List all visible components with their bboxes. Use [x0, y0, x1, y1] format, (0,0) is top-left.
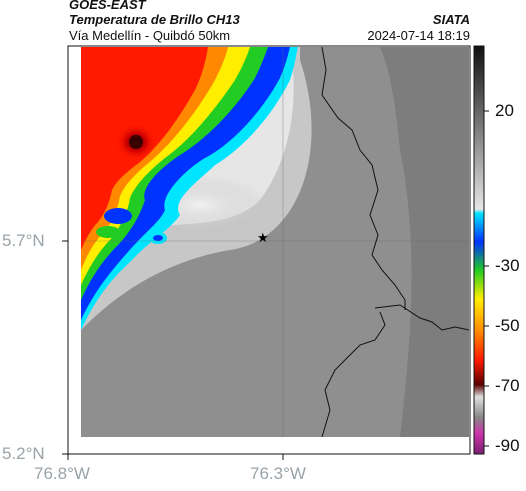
colorbar-tick-minus50: -50 — [495, 316, 520, 335]
star-icon: ★ — [257, 230, 269, 245]
colorbar-tick-20: 20 — [495, 101, 514, 120]
agency-label: SIATA — [432, 12, 470, 27]
boundary-line — [321, 47, 406, 310]
x-label-76-3w: 76.3°W — [250, 464, 306, 483]
colorbar-tick-minus90: -90 — [495, 436, 520, 455]
y-label-5-2n: 5.2°N — [2, 444, 45, 463]
x-label-76-8w: 76.8°W — [34, 464, 90, 483]
datetime-label: 2024-07-14 18:19 — [367, 28, 470, 43]
colorbar-tick-minus30: -30 — [495, 256, 520, 275]
satellite-title: GOES-EAST — [69, 0, 146, 12]
product-title: Temperatura de Brillo CH13 — [69, 12, 240, 27]
y-label-5-7n: 5.7°N — [2, 231, 45, 250]
colorbar-tick-minus70: -70 — [495, 376, 520, 395]
region-subtitle: Vía Medellín - Quibdó 50km — [69, 28, 231, 43]
colorbar — [473, 45, 485, 455]
